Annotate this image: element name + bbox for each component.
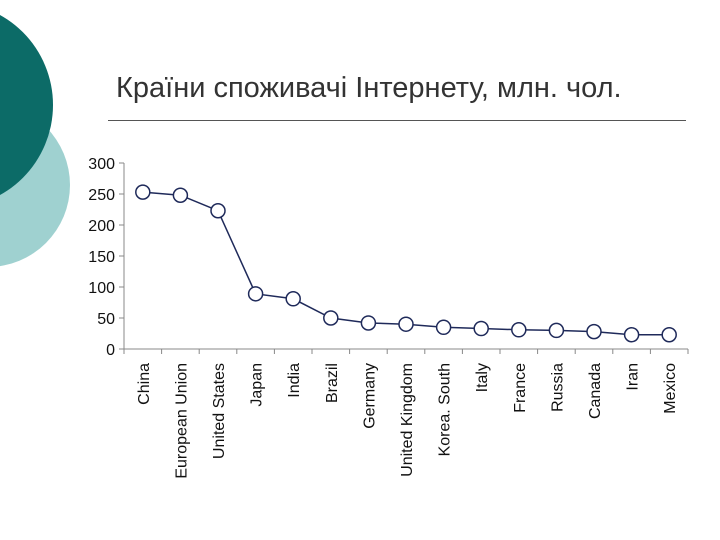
- data-point: [172, 187, 189, 203]
- x-tick-label: France: [512, 363, 529, 413]
- y-tick-label: 0: [106, 342, 115, 359]
- x-tick-label: European Union: [173, 363, 190, 479]
- data-point: [135, 184, 151, 200]
- data-point: [323, 310, 339, 326]
- y-tick-label: 50: [97, 311, 115, 328]
- decorative-circles: [0, 14, 70, 267]
- x-axis: China European Union United States Japan Ind…: [123, 348, 689, 479]
- data-point: [398, 316, 414, 332]
- y-tick-label: 250: [88, 187, 115, 204]
- x-tick-label: Germany: [361, 363, 378, 429]
- x-tick-label: United States: [211, 363, 228, 459]
- y-axis: 0 50 100 150 200 250 300: [88, 156, 125, 359]
- data-point: [548, 322, 565, 339]
- x-tick-label: Iran: [625, 363, 642, 391]
- data-point: [473, 320, 489, 337]
- x-tick-label: United Kingdom: [399, 363, 416, 477]
- data-point: [661, 326, 677, 343]
- title-divider: [108, 120, 686, 121]
- y-tick-label: 200: [88, 218, 115, 235]
- x-tick-label: Korea. South: [437, 363, 454, 456]
- data-point: [511, 322, 527, 338]
- x-tick-label: Russia: [549, 363, 566, 412]
- data-point: [623, 326, 640, 343]
- data-points: [135, 184, 677, 343]
- y-tick-label: 100: [88, 280, 115, 297]
- x-tick-label: Italy: [474, 363, 491, 392]
- data-point: [285, 291, 301, 307]
- x-tick-label: Mexico: [662, 363, 679, 414]
- x-tick-label: China: [136, 363, 153, 405]
- data-point: [586, 323, 602, 340]
- decorative-circle-dark: [0, 14, 53, 196]
- x-tick-label: Canada: [587, 363, 604, 419]
- data-point: [210, 202, 226, 219]
- x-tick-label: Japan: [249, 363, 266, 407]
- data-point: [435, 319, 452, 336]
- y-tick-label: 300: [88, 156, 115, 173]
- data-point: [247, 286, 264, 302]
- x-tick-label: Brazil: [324, 363, 341, 403]
- data-point: [360, 315, 377, 331]
- y-tick-label: 150: [88, 249, 115, 266]
- x-tick-label: India: [286, 363, 303, 398]
- slide-title: Країни споживачі Інтернету, млн. чол.: [116, 72, 622, 104]
